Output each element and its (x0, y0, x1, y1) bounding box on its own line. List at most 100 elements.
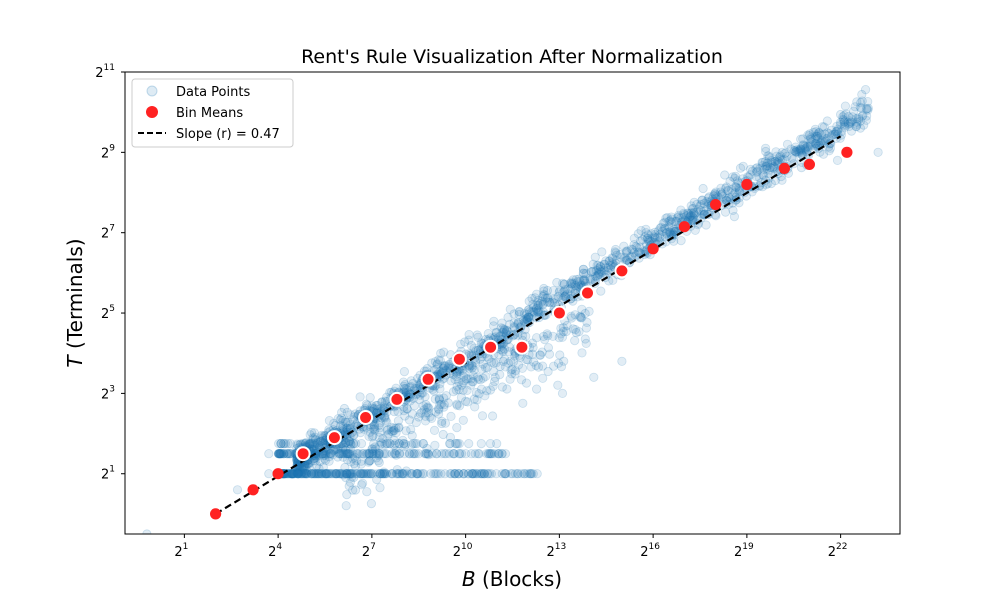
data-point (469, 469, 480, 479)
data-point (485, 438, 495, 449)
data-point (303, 469, 313, 479)
data-point (412, 469, 422, 479)
data-point (335, 421, 346, 431)
data-point (522, 309, 532, 319)
data-point (586, 266, 597, 277)
data-point (657, 226, 668, 237)
y-tick-exponent: 1 (109, 465, 115, 475)
data-point (298, 469, 308, 479)
bin-mean-marker (551, 305, 567, 321)
data-point (728, 172, 738, 182)
data-point (467, 469, 477, 479)
data-point (274, 438, 284, 449)
data-point (510, 369, 520, 379)
data-point (619, 241, 629, 251)
data-point (404, 415, 415, 425)
data-point (386, 422, 396, 432)
data-point (528, 342, 538, 353)
data-point (805, 141, 815, 151)
data-point (279, 449, 289, 459)
data-point (355, 427, 366, 438)
data-point (597, 267, 607, 277)
bin-mean-marker (741, 178, 753, 191)
data-point (759, 164, 769, 175)
data-point (359, 424, 369, 434)
data-point (558, 293, 568, 304)
data-point (835, 117, 846, 127)
data-point (782, 139, 793, 149)
data-point (531, 304, 542, 314)
data-point (341, 469, 351, 479)
bin-mean-marker (247, 484, 259, 496)
data-point (843, 119, 854, 129)
data-point (274, 449, 284, 459)
data-point (432, 359, 443, 369)
data-point (375, 440, 385, 450)
data-point (509, 309, 519, 319)
data-point (513, 318, 523, 329)
bin-mean-marker (841, 146, 853, 158)
data-point (394, 449, 405, 459)
data-point (375, 483, 385, 493)
data-point (813, 129, 823, 139)
data-point (344, 469, 355, 479)
data-point (530, 293, 540, 303)
data-point (655, 229, 665, 239)
data-point (540, 290, 550, 300)
data-point (569, 278, 579, 289)
data-point (472, 330, 482, 340)
data-point (666, 212, 677, 222)
data-point (434, 393, 444, 403)
data-point (730, 182, 740, 192)
data-point (863, 103, 873, 113)
data-point (310, 456, 320, 466)
data-point (731, 182, 742, 192)
data-point (856, 103, 866, 113)
data-point (433, 469, 443, 479)
data-point (665, 227, 675, 237)
data-point (497, 318, 507, 328)
data-point (796, 134, 806, 144)
data-point (553, 291, 564, 302)
data-point (731, 183, 741, 193)
x-tick-base: 2 (734, 545, 742, 560)
data-point (832, 155, 843, 165)
data-point (840, 119, 850, 129)
data-point (730, 173, 740, 183)
data-point (422, 443, 432, 454)
data-point (346, 469, 356, 479)
data-point (634, 247, 644, 257)
data-point (640, 232, 650, 242)
data-point (329, 469, 339, 479)
data-point (326, 469, 336, 479)
data-point (669, 227, 679, 237)
data-point (538, 290, 549, 300)
data-point (341, 417, 351, 427)
data-point (509, 322, 519, 332)
data-point (412, 469, 422, 479)
data-point (758, 169, 768, 180)
data-point (833, 126, 843, 136)
data-point (845, 118, 855, 128)
data-point (336, 407, 347, 418)
data-point (394, 469, 404, 479)
data-point (523, 312, 533, 322)
data-point (766, 159, 777, 169)
data-point (366, 422, 376, 432)
data-point (590, 271, 601, 281)
data-point (309, 469, 319, 479)
data-point (500, 469, 511, 479)
data-point (379, 469, 389, 479)
data-point (571, 286, 581, 296)
data-point (568, 324, 578, 334)
bin-mean-marker (451, 351, 467, 367)
data-point (299, 469, 309, 479)
data-point (591, 265, 602, 276)
x-tick-exponent: 7 (370, 542, 376, 552)
data-point (843, 118, 853, 128)
data-point (599, 259, 609, 269)
data-point (761, 161, 771, 171)
data-point (826, 125, 837, 135)
data-point (438, 363, 449, 373)
data-point (621, 255, 631, 265)
